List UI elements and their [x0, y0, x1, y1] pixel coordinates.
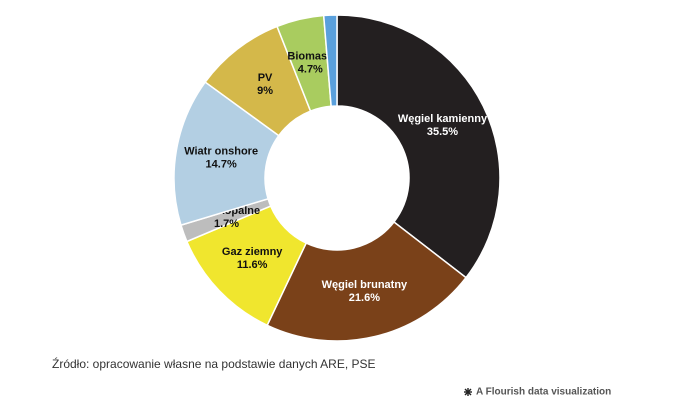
- slice-label: PV: [258, 72, 273, 84]
- credit: A Flourish data visualization: [476, 387, 611, 398]
- slice: [336, 14, 501, 279]
- value-label: 21.6%: [349, 292, 380, 304]
- slice-label: Węgiel kamienny: [398, 113, 488, 125]
- value-label: 9%: [257, 85, 273, 97]
- value-label: 4.7%: [298, 63, 323, 75]
- value-label: 11.6%: [237, 259, 268, 271]
- value-label: 14.7%: [206, 158, 237, 170]
- slice-label: Biomasa: [287, 50, 334, 62]
- slice: [322, 14, 338, 108]
- value-label: 1.7%: [214, 218, 239, 230]
- slice: [266, 220, 468, 342]
- value-label: 35.5%: [427, 126, 458, 138]
- slice-label: Węgiel brunatny: [322, 279, 408, 291]
- credit-icon: [464, 388, 472, 396]
- slice-label: Wiatr onshore: [184, 145, 258, 157]
- source: Źródło: opracowanie własne na podstawie …: [52, 356, 376, 371]
- slice-label: Gaz ziemny: [222, 246, 283, 258]
- slice: [173, 81, 280, 227]
